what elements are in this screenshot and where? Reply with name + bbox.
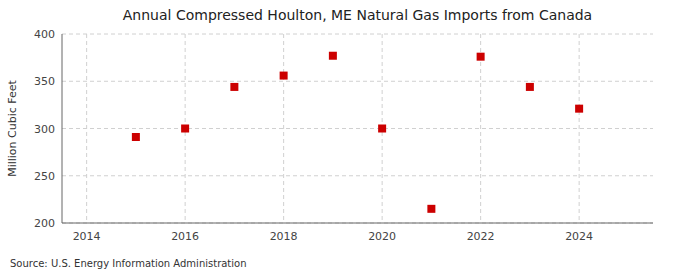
point [526, 83, 534, 91]
y-grid-line [62, 34, 653, 35]
y-tick-label: 350 [34, 75, 55, 88]
x-grid-line [579, 34, 580, 223]
point [181, 125, 189, 133]
points [132, 52, 583, 213]
y-grid-line [62, 175, 653, 176]
x-grid-line [86, 34, 87, 223]
source-note: Source: U.S. Energy Information Administ… [10, 258, 247, 269]
x-tick-label: 2020 [368, 230, 396, 243]
point [280, 72, 288, 80]
y-axis-label: Million Cubic Feet [6, 79, 19, 176]
point [575, 105, 583, 113]
x-axis-line [62, 223, 653, 224]
point [427, 205, 435, 213]
x-grid-line [480, 34, 481, 223]
title: Annual Compressed Houlton, ME Natural Ga… [123, 7, 592, 23]
y-grid-line [62, 223, 653, 224]
point [132, 133, 140, 141]
y-tick-label: 200 [34, 217, 55, 230]
chart: Annual Compressed Houlton, ME Natural Ga… [0, 0, 675, 275]
point [378, 125, 386, 133]
x-tick-label: 2014 [73, 230, 101, 243]
y-grid-line [62, 81, 653, 82]
y-tick-label: 250 [34, 170, 55, 183]
point [477, 53, 485, 61]
point [230, 83, 238, 91]
point [329, 52, 337, 60]
ticks: 200 250 300 350 400 2014 2016 2018 2020 2022 2024 [34, 28, 593, 243]
y-tick-label: 400 [34, 28, 55, 41]
x-tick-label: 2018 [270, 230, 298, 243]
x-tick-label: 2022 [467, 230, 495, 243]
x-tick-label: 2016 [171, 230, 199, 243]
chart-container: Annual Compressed Houlton, ME Natural Ga… [0, 0, 675, 275]
grid [62, 34, 653, 223]
x-tick-label: 2024 [565, 230, 593, 243]
y-grid-line [62, 128, 653, 129]
y-axis-line [62, 34, 63, 223]
x-grid-line [283, 34, 284, 223]
y-tick-label: 300 [34, 123, 55, 136]
